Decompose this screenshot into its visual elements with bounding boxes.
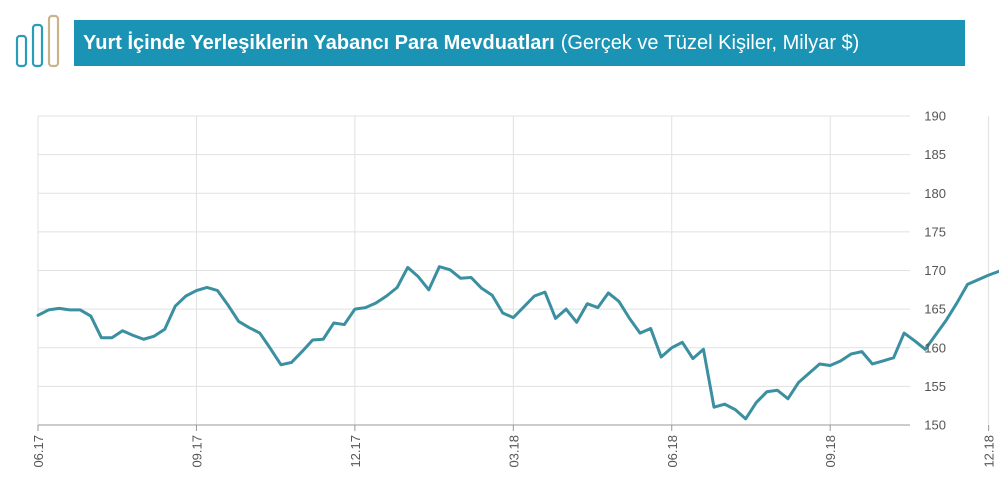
y-tick-label: 150 [924,418,946,433]
y-tick-label: 170 [924,263,946,278]
grid-lines [37,115,990,426]
logo-bar-short [15,34,28,68]
series-line [36,265,999,421]
axes [37,424,990,431]
chart-title: Yurt İçinde Yerleşiklerin Yabancı Para M… [83,31,555,54]
y-tick-label: 180 [924,186,946,201]
y-tick-label: 175 [924,224,946,239]
logo-bars-icon [15,14,60,68]
x-tick-label: 06.17 [31,435,46,468]
x-tick-label: 12.18 [982,435,997,468]
logo-bar-mid [31,23,44,68]
x-tick-label: 12.17 [348,435,363,468]
x-tick-label: 09.17 [189,435,204,468]
x-tick-label: 09.18 [823,435,838,468]
y-tick-label: 155 [924,379,946,394]
chart-subtitle: (Gerçek ve Tüzel Kişiler, Milyar $) [560,31,860,54]
y-tick-label: 190 [924,109,946,124]
title-bar: Yurt İçinde Yerleşiklerin Yabancı Para M… [74,20,965,66]
logo-bar-tall [47,14,60,68]
labels: 150 155 160 165 170 175 180 185 190 06.17 09.17 12.… [31,109,997,468]
y-tick-label: 160 [924,340,946,355]
y-tick-label: 165 [924,302,946,317]
series-layer [36,265,999,421]
y-tick-label: 185 [924,147,946,162]
x-tick-label: 06.18 [665,435,680,468]
x-tick-label: 03.18 [506,435,521,468]
